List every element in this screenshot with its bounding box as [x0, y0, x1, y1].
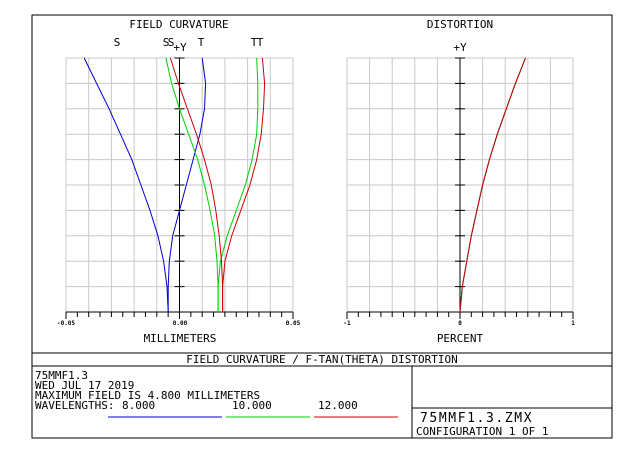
outer-border — [31, 14, 613, 439]
curve-label-t-10: T — [251, 36, 258, 49]
wavelength-12: 12.000 — [318, 399, 358, 412]
footer-date: WED JUL 17 2019 — [35, 379, 134, 392]
field-curvature-chart: FIELD CURVATURE +Y -0.05 0.00 0.05 MILLI… — [57, 18, 301, 345]
curve-label-s-8: S — [114, 36, 121, 49]
distortion-title: DISTORTION — [427, 18, 493, 31]
footer-title: FIELD CURVATURE / F-TAN(THETA) DISTORTIO… — [186, 353, 458, 366]
curve-label-t-8: T — [198, 36, 205, 49]
distortion-y-label: +Y — [453, 41, 467, 54]
curve-label-s-10: S — [163, 36, 170, 49]
distortion-axes — [346, 57, 574, 319]
footer-filename: 75MMF1.3.ZMX — [420, 411, 533, 426]
field-curvature-curve-s-10 — [165, 57, 219, 312]
field-curvature-x-tick-zero: 0.00 — [173, 320, 188, 327]
field-curvature-title: FIELD CURVATURE — [129, 18, 228, 31]
distortion-x-label: PERCENT — [437, 332, 484, 345]
wavelength-8: 8.000 — [122, 399, 155, 412]
distortion-curve-12 — [459, 57, 526, 313]
footer-wavelengths-label: WAVELENGTHS: — [35, 399, 114, 412]
field-curvature-y-label: +Y — [173, 41, 187, 54]
footer-lens-name: 75MMF1.3 — [35, 369, 88, 382]
field-curvature-x-tick-min: -0.05 — [57, 320, 75, 327]
distortion-x-tick-zero: 0 — [458, 320, 462, 327]
curve-label-s-12: S — [168, 36, 175, 49]
wavelength-10: 10.000 — [232, 399, 272, 412]
field-curvature-curve-t-10 — [217, 57, 259, 312]
field-curvature-x-tick-max: 0.05 — [286, 320, 301, 327]
distortion-series — [459, 57, 526, 313]
field-curvature-curve-s-8 — [83, 57, 169, 313]
footer-configuration: CONFIGURATION 1 OF 1 — [416, 425, 548, 438]
field-curvature-curve-t-8 — [167, 57, 207, 312]
footer-max-field: MAXIMUM FIELD IS 4.800 MILLIMETERS — [35, 389, 260, 402]
distortion-x-tick-min: -1 — [343, 320, 351, 327]
field-curvature-curve-t-12 — [222, 57, 266, 312]
field-curvature-series — [83, 57, 266, 313]
distortion-x-tick-max: 1 — [571, 320, 575, 327]
distortion-chart: DISTORTION +Y -1 0 1 PERCENT — [343, 18, 575, 345]
curve-label-t-12: T — [257, 36, 264, 49]
field-curvature-x-label: MILLIMETERS — [144, 332, 217, 345]
field-curvature-axes — [65, 57, 294, 319]
field-curvature-curve-s-12 — [169, 57, 224, 312]
